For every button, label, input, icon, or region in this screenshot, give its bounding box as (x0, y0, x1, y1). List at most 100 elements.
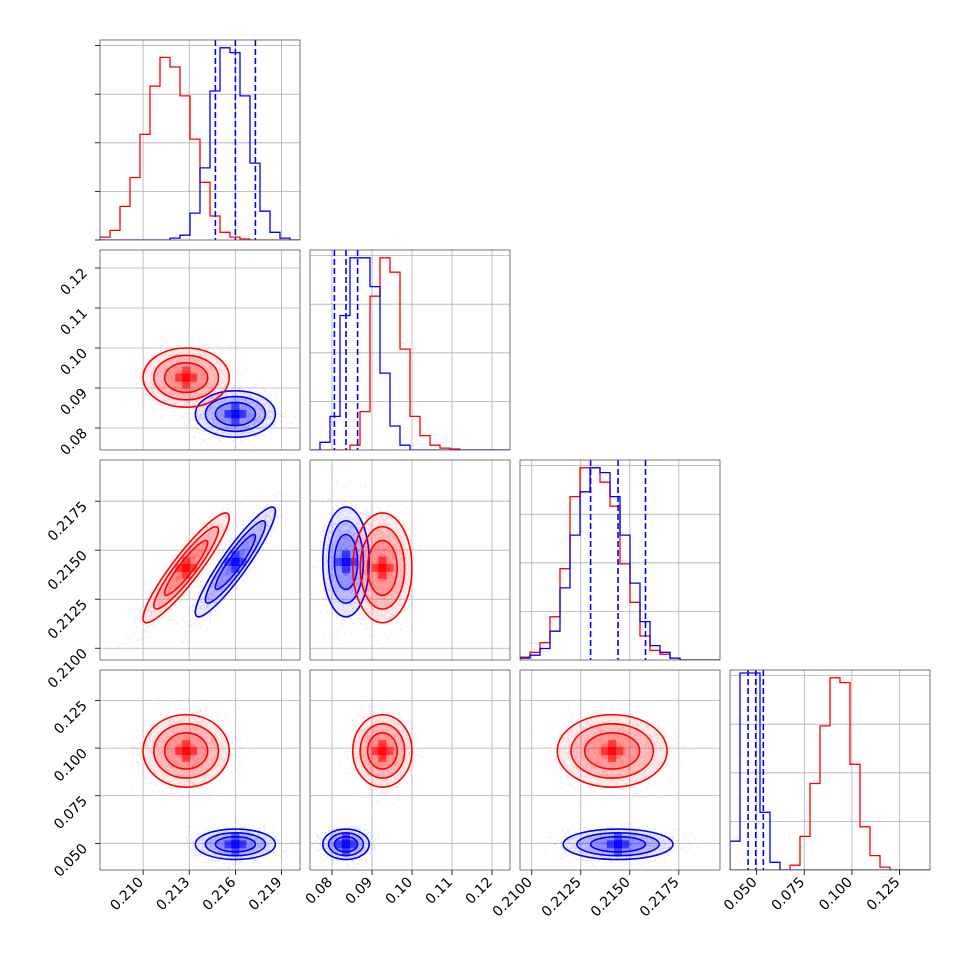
density-core (175, 739, 198, 762)
core-bin (615, 746, 624, 755)
core-bin (385, 746, 394, 755)
x-tick-label-2-1: 0.2125 (539, 874, 585, 920)
contour-2 (366, 732, 398, 770)
x-tick-label-1-0: 0.08 (303, 874, 336, 907)
core-bin (189, 563, 198, 572)
histogram-red-0 (100, 56, 300, 240)
core-bin (182, 739, 191, 748)
core-bin (182, 556, 191, 565)
core-bin (182, 373, 191, 382)
core-bin (378, 746, 387, 755)
contour-1 (153, 723, 220, 779)
density-core (371, 556, 394, 579)
density-red-3-1 (351, 713, 413, 788)
core-bin (238, 410, 247, 418)
contour-2 (163, 539, 209, 597)
density-core (224, 403, 247, 425)
scatter-points-red (110, 696, 253, 824)
axes-frame-2-2 (519, 459, 721, 661)
core-bin (182, 570, 191, 579)
density-red-1-0 (142, 347, 231, 409)
grid-lines-3-1 (310, 670, 510, 870)
core-bin (378, 563, 387, 572)
core-bin (182, 380, 191, 389)
core-bin (342, 557, 350, 566)
y-tick-label-1-4: 0.12 (57, 266, 90, 299)
contour-1 (204, 395, 267, 433)
contour-0 (142, 512, 231, 624)
core-bin (224, 840, 233, 849)
x-tick-label-2-2: 0.2150 (588, 874, 634, 920)
core-bin (189, 746, 198, 755)
core-bin (342, 840, 350, 849)
x-tick-label-2-0: 0.2100 (490, 874, 536, 920)
density-blue-2-0 (194, 506, 277, 618)
core-bin (608, 746, 617, 755)
x-tick-label-2-3: 0.2175 (637, 874, 683, 920)
core-bin (371, 746, 380, 755)
y-tick-label-1-3: 0.11 (57, 306, 90, 339)
axes-frame-1-0 (99, 249, 301, 451)
core-bin (342, 550, 350, 559)
scatter-points-red (117, 334, 266, 425)
core-bin (231, 564, 240, 573)
core-bin (231, 550, 240, 559)
axes-frame-2-1 (309, 459, 511, 661)
density-blue-1-0 (194, 389, 277, 438)
contour-1 (359, 723, 406, 779)
contour-0 (556, 713, 668, 788)
density-core (175, 366, 198, 389)
contour-2 (214, 401, 257, 427)
density-core (601, 739, 624, 762)
histogram-blue-2 (520, 467, 720, 660)
core-bin (378, 570, 387, 579)
core-bin (378, 753, 387, 762)
contour-2 (214, 533, 257, 591)
y-tick-label-1-0: 0.08 (57, 426, 90, 459)
core-bin (189, 373, 198, 382)
contour-2 (583, 732, 641, 770)
core-bin (608, 753, 617, 762)
core-bin (335, 557, 343, 566)
axes-frame-3-3 (729, 669, 931, 871)
core-bin (231, 417, 240, 425)
y-tick-label-3-0: 0.050 (51, 841, 91, 881)
core-bin (231, 410, 240, 418)
contour-1 (327, 519, 365, 604)
histogram-blue-3 (730, 672, 930, 870)
contour-0 (142, 713, 231, 788)
core-bin (607, 840, 616, 849)
x-tick-label-1-3: 0.11 (423, 874, 456, 907)
x-tick-label-1-1: 0.09 (343, 874, 376, 907)
y-tick-label-1-2: 0.10 (57, 346, 90, 379)
x-tick-label-1-2: 0.10 (383, 874, 416, 907)
contour-0 (321, 506, 370, 618)
scatter-red-3-0 (110, 696, 253, 824)
density-blue-3-0 (194, 828, 277, 861)
x-tick-label-0-1: 0.213 (154, 874, 194, 914)
axes-frame-1-1 (309, 249, 511, 451)
core-bin (621, 840, 630, 849)
contour-2 (163, 362, 209, 394)
core-bin (175, 373, 184, 382)
y-tick-label-3-1: 0.075 (51, 793, 91, 833)
contour-2 (333, 835, 359, 853)
core-bin (378, 556, 387, 565)
contour-0 (142, 347, 231, 409)
x-tick-label-3-1: 0.075 (769, 874, 809, 914)
axes-frame-3-1 (309, 669, 511, 871)
contour-0 (351, 512, 413, 624)
core-bin (238, 840, 247, 849)
contour-0 (321, 828, 370, 861)
axes-frame-2-0 (99, 459, 301, 661)
x-tick-label-3-0: 0.050 (721, 874, 761, 914)
core-bin (231, 557, 240, 566)
contour-1 (576, 832, 661, 857)
density-core (371, 739, 394, 762)
contour-0 (351, 713, 413, 788)
contour-1 (204, 832, 267, 857)
core-bin (335, 840, 343, 849)
density-blue-3-2 (562, 828, 674, 861)
